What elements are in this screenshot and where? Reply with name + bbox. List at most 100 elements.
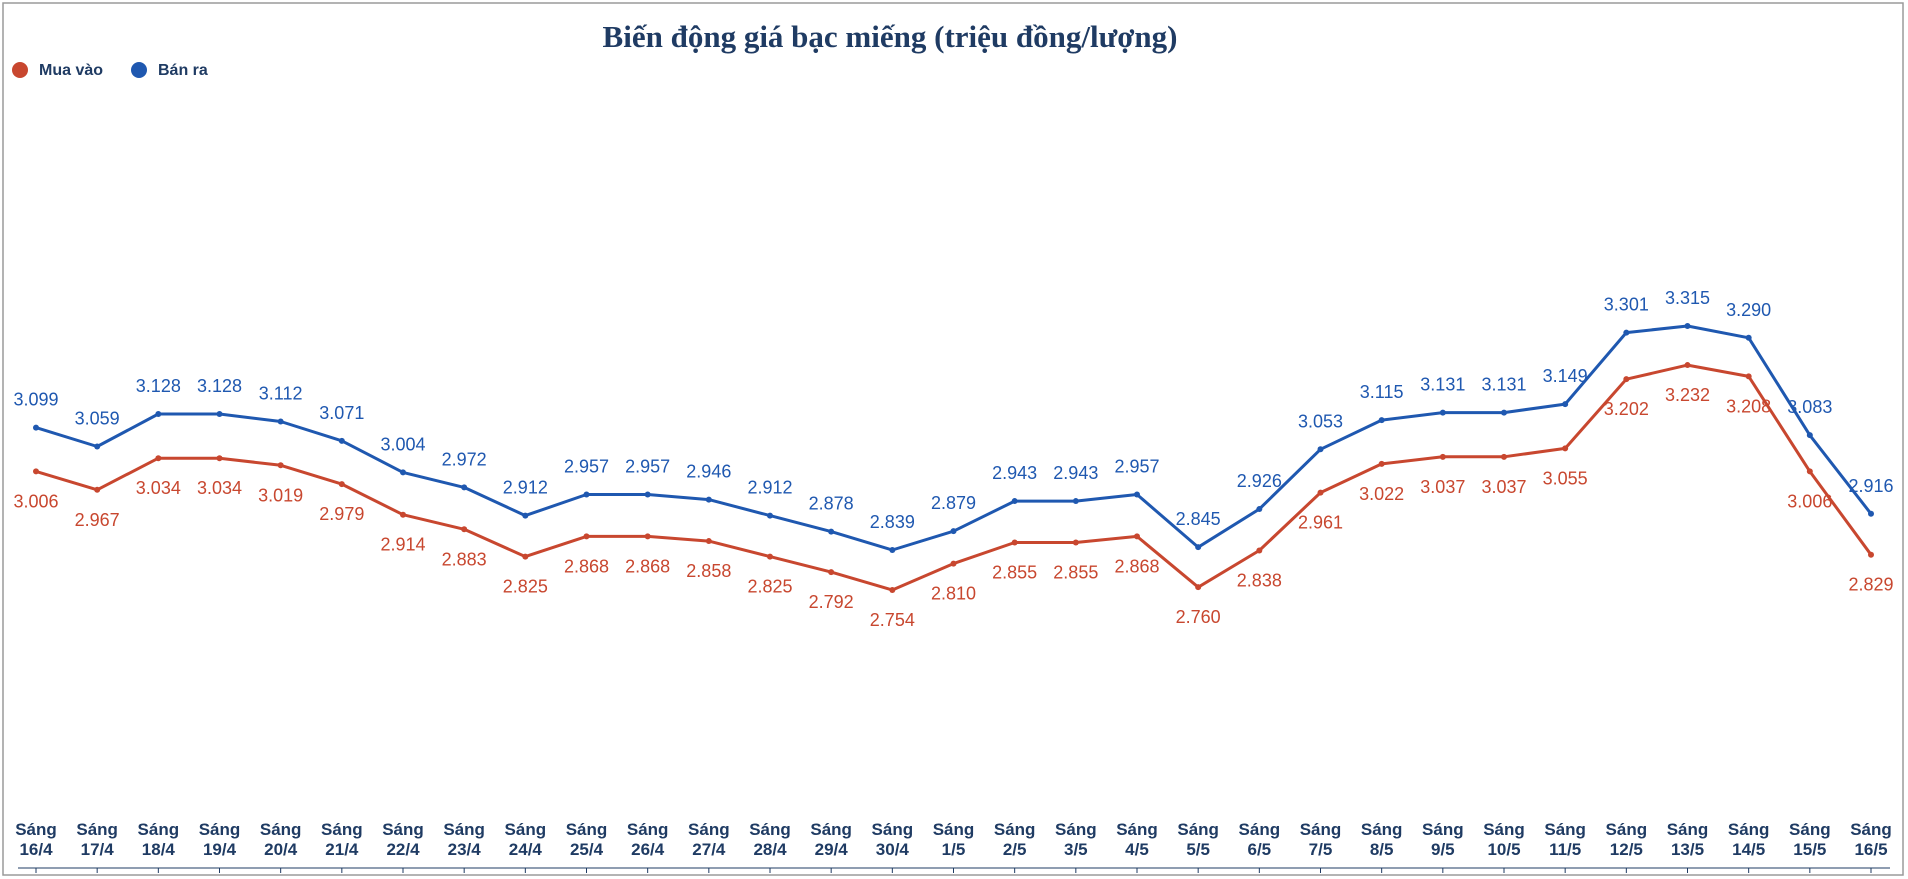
- data-point-buy[interactable]: [1439, 453, 1446, 460]
- data-label-buy: 2.829: [1848, 575, 1893, 595]
- data-label-buy: 3.037: [1420, 477, 1465, 497]
- x-tick-label: Sáng: [1300, 820, 1342, 839]
- data-label-sell: 2.957: [564, 456, 609, 476]
- data-point-sell[interactable]: [1378, 417, 1385, 424]
- data-point-buy[interactable]: [583, 533, 590, 540]
- data-point-sell[interactable]: [705, 496, 712, 503]
- data-label-sell: 3.004: [380, 434, 425, 454]
- data-label-buy: 2.979: [319, 504, 364, 524]
- data-point-buy[interactable]: [216, 455, 223, 462]
- data-point-buy[interactable]: [94, 486, 101, 493]
- data-point-sell[interactable]: [1439, 409, 1446, 416]
- x-tick-label: Sáng: [1850, 820, 1892, 839]
- data-point-buy[interactable]: [950, 560, 957, 567]
- data-label-buy: 2.868: [564, 556, 609, 576]
- data-point-sell[interactable]: [1317, 446, 1324, 453]
- data-point-buy[interactable]: [1317, 489, 1324, 496]
- data-label-buy: 3.055: [1543, 468, 1588, 488]
- data-point-buy[interactable]: [1562, 445, 1569, 452]
- data-point-sell[interactable]: [1195, 544, 1202, 551]
- data-point-sell[interactable]: [277, 418, 284, 425]
- data-point-sell[interactable]: [155, 411, 162, 417]
- data-label-sell: 3.053: [1298, 411, 1343, 431]
- data-point-buy[interactable]: [1072, 539, 1079, 546]
- data-point-sell[interactable]: [1868, 510, 1874, 517]
- data-point-sell[interactable]: [1256, 506, 1263, 513]
- x-tick-label: 7/5: [1309, 840, 1333, 859]
- data-point-sell[interactable]: [583, 491, 590, 498]
- x-tick-label: 15/5: [1793, 840, 1826, 859]
- legend-item-buy[interactable]: Mua vào: [12, 62, 103, 79]
- x-tick-label: Sáng: [1361, 820, 1403, 839]
- data-point-sell[interactable]: [33, 424, 39, 431]
- series-sell: 3.099 3.059 3.128 3.128 3.112 3.071 3.004 2.972…: [13, 288, 1894, 553]
- data-point-sell[interactable]: [522, 512, 529, 519]
- data-label-buy: 3.034: [136, 478, 181, 498]
- data-point-sell[interactable]: [1684, 323, 1691, 329]
- data-point-buy[interactable]: [1501, 453, 1507, 460]
- data-label-sell: 2.957: [1114, 456, 1159, 476]
- data-label-sell: 3.071: [319, 403, 364, 423]
- data-point-sell[interactable]: [1011, 498, 1018, 505]
- data-point-sell[interactable]: [950, 528, 957, 535]
- x-tick-label: Sáng: [138, 820, 180, 839]
- legend-item-sell[interactable]: Bán ra: [131, 62, 208, 79]
- data-point-sell[interactable]: [461, 484, 468, 491]
- data-point-buy[interactable]: [1011, 539, 1018, 546]
- data-point-sell[interactable]: [1562, 401, 1569, 408]
- data-point-buy[interactable]: [338, 481, 345, 488]
- x-tick-label: 14/5: [1732, 840, 1765, 859]
- data-point-buy[interactable]: [400, 511, 406, 518]
- data-point-buy[interactable]: [705, 538, 712, 545]
- data-point-sell[interactable]: [1806, 432, 1813, 439]
- x-tick-label: 10/5: [1487, 840, 1520, 859]
- data-point-sell[interactable]: [828, 528, 835, 535]
- data-point-sell[interactable]: [1134, 491, 1140, 498]
- x-tick-label: 20/4: [264, 840, 298, 859]
- data-point-buy[interactable]: [1195, 584, 1202, 591]
- data-label-sell: 2.946: [686, 462, 731, 482]
- data-label-sell: 2.839: [870, 512, 915, 532]
- data-point-buy[interactable]: [1134, 533, 1140, 540]
- data-point-sell[interactable]: [889, 547, 896, 553]
- data-label-buy: 2.838: [1237, 570, 1282, 590]
- data-label-sell: 3.290: [1726, 300, 1771, 320]
- data-point-sell[interactable]: [644, 491, 651, 498]
- data-point-buy[interactable]: [644, 533, 651, 540]
- data-point-buy[interactable]: [461, 526, 468, 533]
- data-label-sell: 2.926: [1237, 471, 1282, 491]
- data-point-sell[interactable]: [1501, 409, 1507, 416]
- x-tick-label: Sáng: [1422, 820, 1464, 839]
- data-point-sell[interactable]: [1623, 329, 1630, 336]
- data-point-buy[interactable]: [1378, 460, 1385, 467]
- data-point-buy[interactable]: [522, 553, 529, 560]
- data-point-buy[interactable]: [1623, 376, 1630, 383]
- data-label-buy: 3.202: [1604, 399, 1649, 419]
- data-label-buy: 2.855: [992, 562, 1037, 582]
- data-point-buy[interactable]: [1806, 468, 1813, 475]
- data-point-buy[interactable]: [889, 587, 896, 593]
- data-point-buy[interactable]: [828, 569, 835, 576]
- data-point-sell[interactable]: [1745, 334, 1752, 341]
- data-point-sell[interactable]: [216, 411, 223, 417]
- data-point-sell[interactable]: [94, 443, 101, 450]
- data-point-sell[interactable]: [767, 512, 773, 519]
- data-point-buy[interactable]: [277, 462, 284, 469]
- data-label-buy: 2.967: [75, 510, 120, 530]
- data-label-sell: 3.315: [1665, 288, 1710, 308]
- data-point-buy[interactable]: [1868, 551, 1874, 558]
- data-point-sell[interactable]: [400, 469, 406, 476]
- x-tick-label: Sáng: [810, 820, 852, 839]
- x-tick-label: 29/4: [815, 840, 849, 859]
- x-tick-label: Sáng: [994, 820, 1036, 839]
- data-point-buy[interactable]: [1684, 362, 1691, 369]
- data-point-buy[interactable]: [33, 468, 39, 475]
- x-tick-label: 8/5: [1370, 840, 1394, 859]
- data-point-sell[interactable]: [338, 437, 345, 444]
- data-point-buy[interactable]: [767, 553, 773, 560]
- data-point-buy[interactable]: [1745, 373, 1752, 380]
- data-point-sell[interactable]: [1072, 498, 1079, 505]
- data-point-buy[interactable]: [155, 455, 162, 462]
- data-point-buy[interactable]: [1256, 547, 1263, 554]
